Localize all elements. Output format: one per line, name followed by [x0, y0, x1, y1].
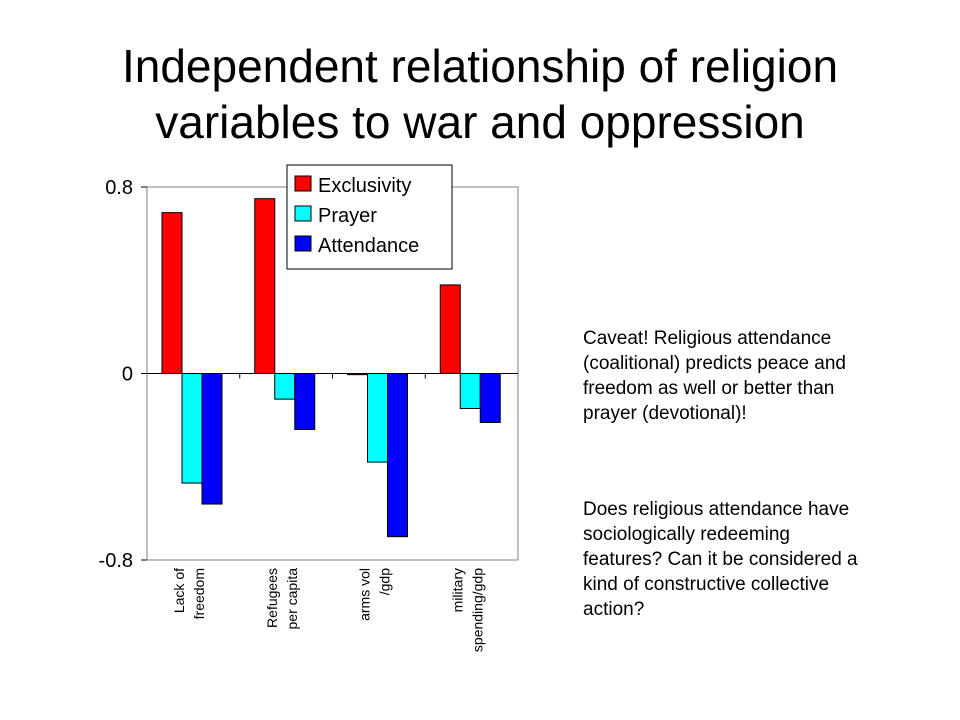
title-line-1: Independent relationship of religion: [121, 40, 839, 92]
bar-exclusivity: [347, 373, 368, 376]
category-label-line: military: [449, 568, 465, 612]
y-tick-label: 0.8: [105, 177, 133, 199]
caveat-note: Caveat! Religious attendance (coalitiona…: [583, 328, 846, 424]
category-label-line: /gdp: [377, 568, 393, 595]
category-label: Lack of freedom: [171, 568, 207, 619]
category-label-line: freedom: [191, 568, 207, 619]
bar-exclusivity: [161, 212, 183, 374]
slide-title: Independent relationship of religion var…: [0, 38, 960, 150]
question-note: Does religious attendance have sociologi…: [583, 499, 858, 620]
legend-label-attendance: Attendance: [318, 235, 419, 257]
bar-attendance: [479, 373, 501, 423]
bar-exclusivity: [254, 198, 276, 374]
bar-attendance: [294, 373, 316, 430]
category-label: arms vol/gdp: [357, 568, 393, 621]
bar-exclusivity: [439, 284, 461, 375]
bar-prayer: [181, 373, 203, 484]
bar-attendance: [387, 373, 408, 538]
category-label-line: Lack of: [171, 568, 187, 613]
category-label-line: per capita: [284, 568, 300, 630]
legend-swatch-prayer: [294, 205, 312, 222]
legend-swatch-exclusivity: [294, 175, 312, 192]
bar-prayer: [367, 373, 388, 463]
category-label-line: Refugees: [264, 568, 280, 628]
bar-prayer: [459, 373, 481, 409]
legend-label-prayer: Prayer: [318, 205, 377, 227]
legend-box: [286, 164, 453, 270]
y-tick-label: 0: [122, 364, 133, 386]
legend-swatch-attendance: [294, 235, 312, 252]
bar-prayer: [274, 373, 296, 400]
category-label-line: spending/gdp: [469, 568, 485, 652]
category-label-line: arms vol: [357, 568, 373, 621]
bar-attendance: [201, 373, 223, 505]
title-line-2: variables to war and oppression: [155, 96, 805, 148]
legend-label-exclusivity: Exclusivity: [318, 175, 411, 197]
y-tick-label: -0.8: [99, 550, 133, 572]
category-label: military spending/gdp: [449, 568, 485, 652]
category-label: Refugees per capita: [264, 568, 300, 630]
legend: Exclusivity Prayer Attendance: [286, 164, 453, 270]
